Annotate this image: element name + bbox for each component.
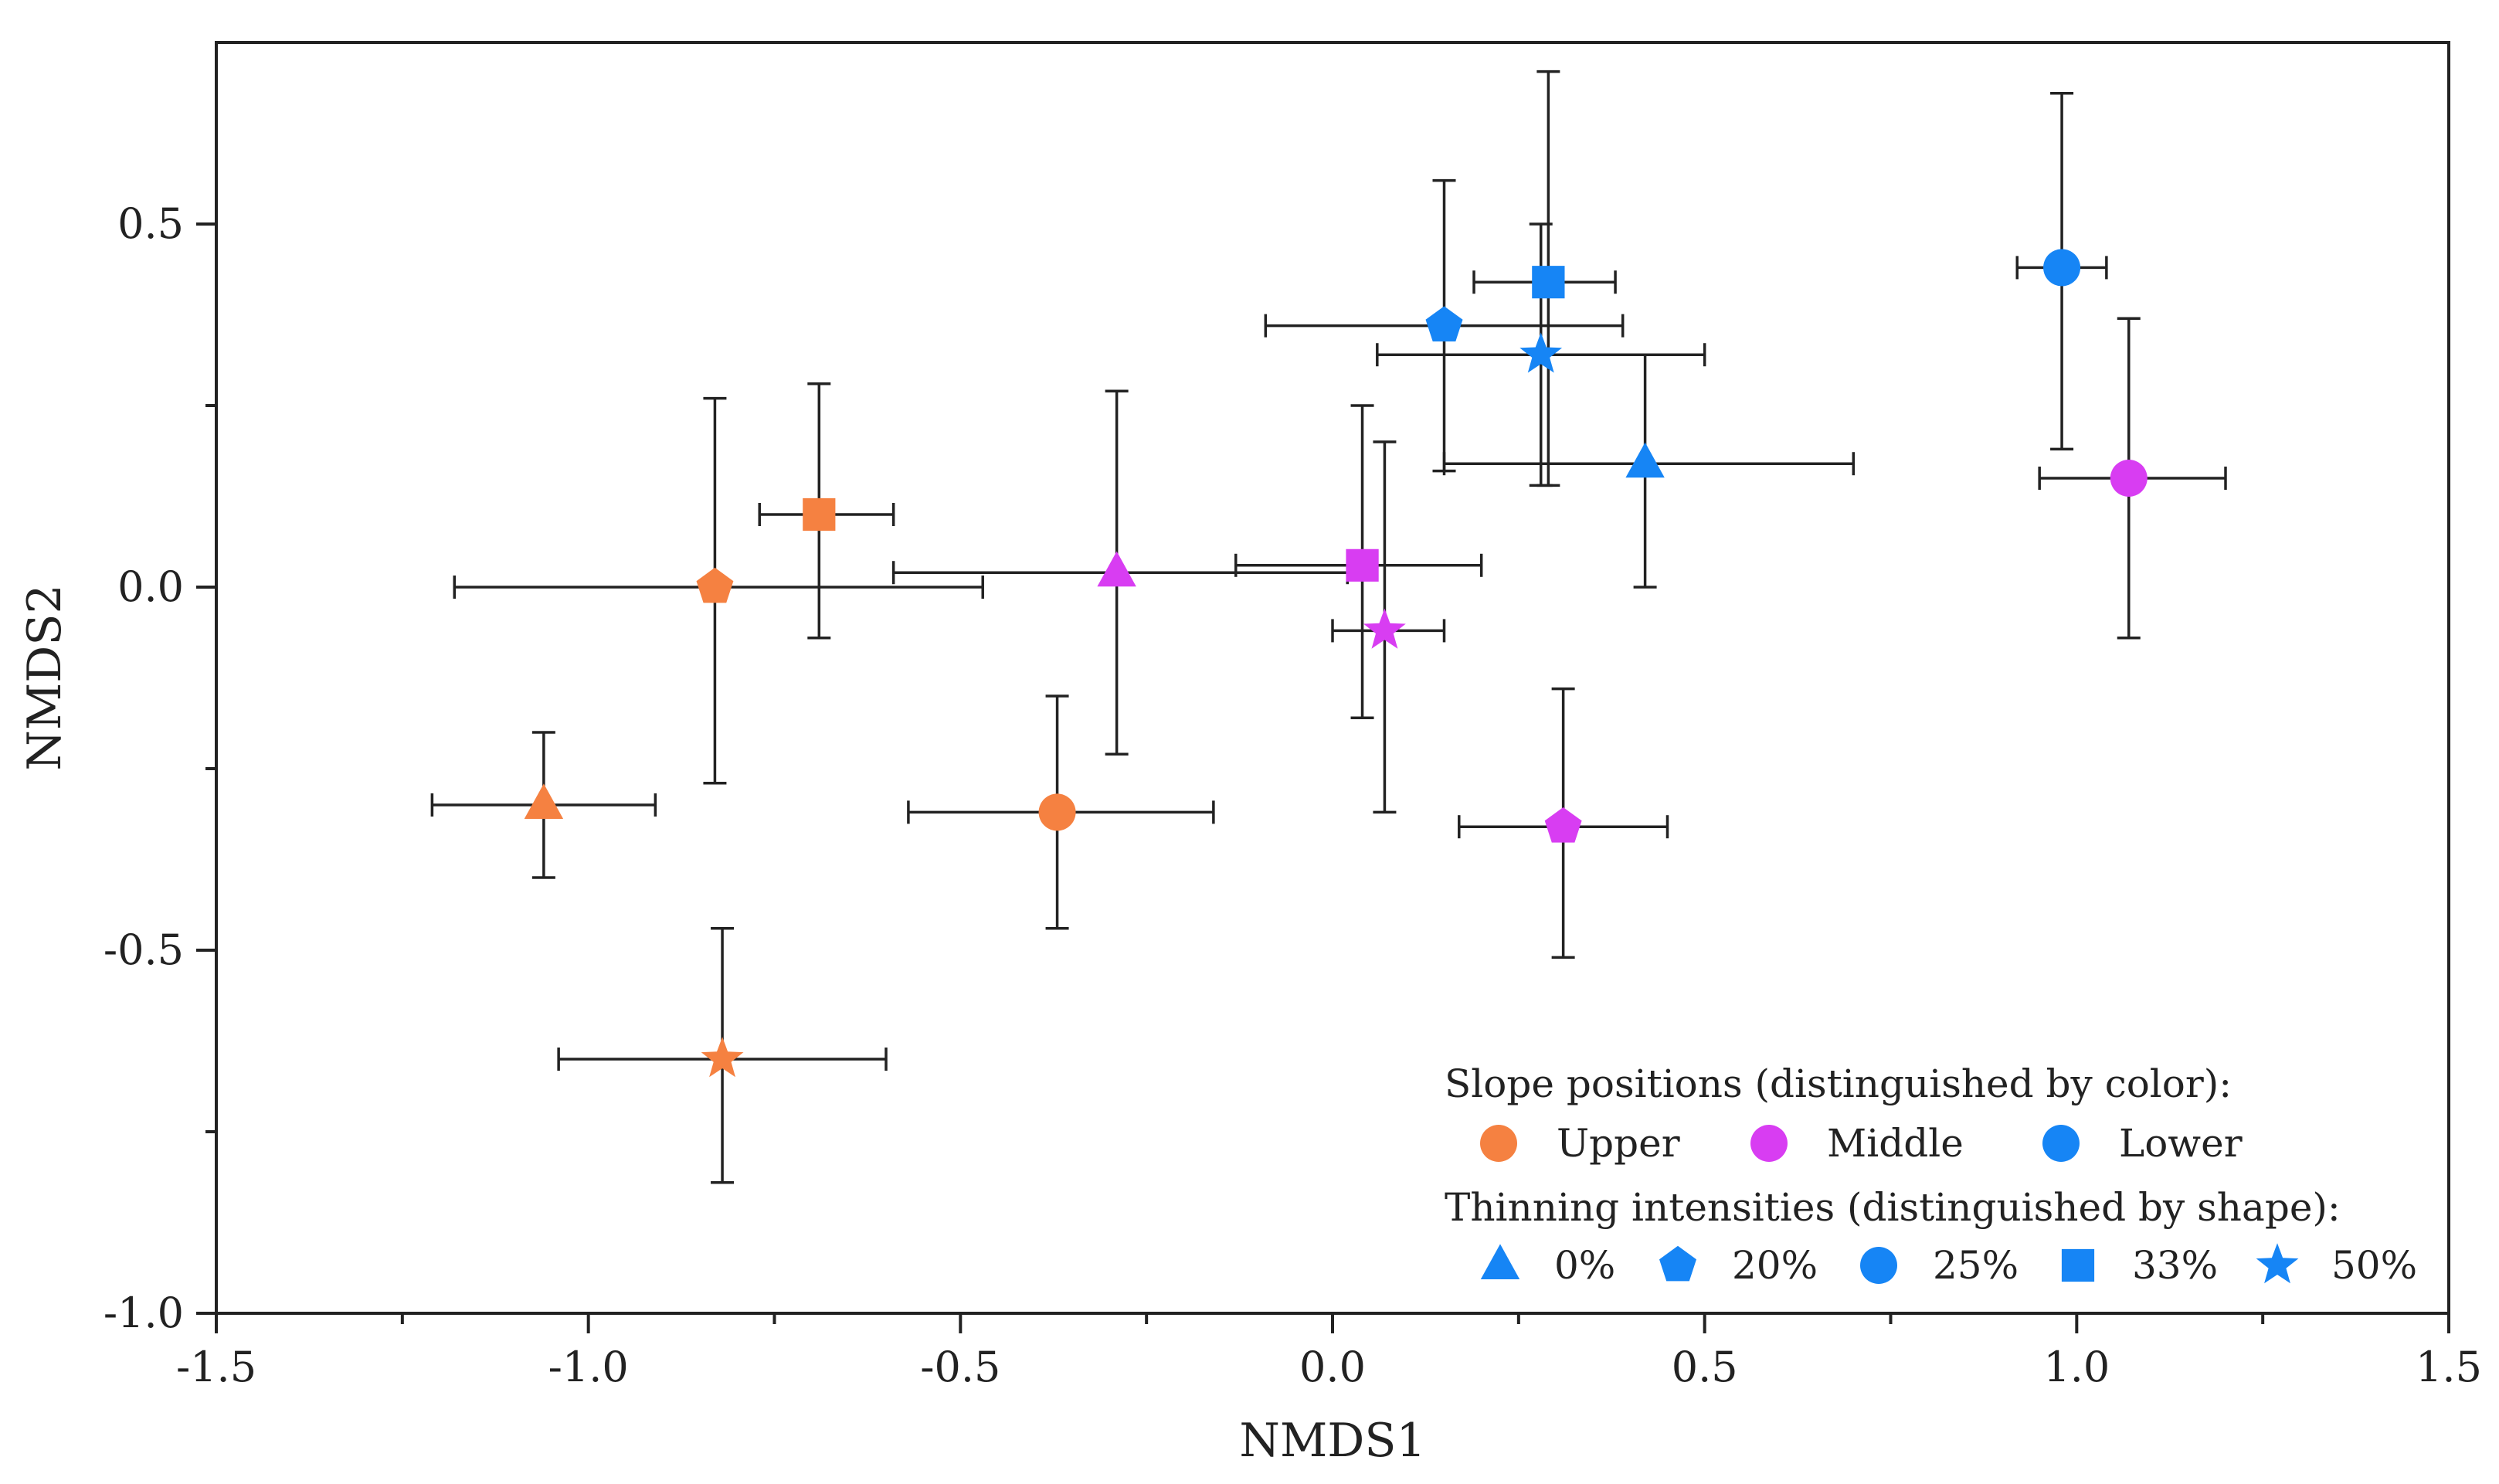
point-upper-0pct-triangle bbox=[524, 783, 564, 819]
axis-ticks: -1.5 -1.0 -0.5 0.0 0.5 1.0 1.5 -1.0 -0.5 0.0 0.5 bbox=[104, 199, 2482, 1391]
legend-star-marker bbox=[2256, 1243, 2299, 1284]
legend-square-marker bbox=[2061, 1248, 2095, 1282]
x-tick-label: 0.0 bbox=[1299, 1343, 1366, 1391]
legend-lower-marker bbox=[2042, 1125, 2080, 1162]
legend-star-label: 50% bbox=[2331, 1243, 2417, 1288]
y-tick-label: -1.0 bbox=[104, 1289, 184, 1337]
point-middle-20pct-pentagon bbox=[1544, 807, 1582, 843]
legend-middle-marker bbox=[1750, 1125, 1788, 1162]
point-lower-33pct-square bbox=[1532, 266, 1565, 299]
point-lower-0pct-triangle bbox=[1625, 442, 1665, 478]
y-tick-label: 0.0 bbox=[117, 562, 184, 611]
error-bars bbox=[430, 70, 2227, 1184]
point-upper-33pct-square bbox=[803, 497, 836, 531]
legend: Slope positions (distinguished by color)… bbox=[1445, 1061, 2417, 1288]
legend-lower-label: Lower bbox=[2119, 1121, 2243, 1166]
legend-middle-label: Middle bbox=[1827, 1121, 1964, 1166]
y-axis-title: NMDS2 bbox=[18, 584, 72, 770]
point-middle-33pct-square bbox=[1346, 548, 1379, 582]
plot-frame bbox=[215, 41, 2450, 1315]
legend-upper-marker bbox=[1480, 1125, 1517, 1162]
point-upper-50pct-star bbox=[701, 1037, 744, 1078]
x-axis-title: NMDS1 bbox=[1239, 1414, 1425, 1468]
legend-circle-marker bbox=[1860, 1247, 1897, 1284]
legend-pentagon-marker bbox=[1659, 1245, 1696, 1282]
legend-circle-label: 25% bbox=[1933, 1243, 2019, 1288]
point-middle-0pct-triangle bbox=[1097, 551, 1136, 587]
x-tick-label: 0.5 bbox=[1672, 1343, 1738, 1391]
point-upper-20pct-pentagon bbox=[696, 567, 734, 603]
legend-triangle-marker bbox=[1480, 1244, 1520, 1279]
y-tick-label: -0.5 bbox=[104, 925, 184, 974]
point-upper-25pct-circle bbox=[1038, 793, 1076, 831]
point-lower-25pct-circle bbox=[2043, 249, 2081, 287]
y-tick-label: 0.5 bbox=[117, 199, 184, 248]
legend-square-label: 33% bbox=[2132, 1243, 2218, 1288]
data-points bbox=[524, 249, 2148, 1078]
legend-color-title: Slope positions (distinguished by color)… bbox=[1445, 1061, 2232, 1106]
legend-shape-title: Thinning intensities (distinguished by s… bbox=[1445, 1185, 2341, 1230]
legend-pentagon-label: 20% bbox=[1732, 1243, 1818, 1288]
x-tick-label: 1.0 bbox=[2043, 1343, 2110, 1391]
x-tick-label: -0.5 bbox=[920, 1343, 1000, 1391]
x-tick-label: -1.5 bbox=[176, 1343, 256, 1391]
x-tick-label: 1.5 bbox=[2416, 1343, 2482, 1391]
point-middle-25pct-circle bbox=[2110, 460, 2148, 497]
legend-upper-label: Upper bbox=[1557, 1121, 1680, 1166]
x-tick-label: -1.0 bbox=[548, 1343, 629, 1391]
point-middle-50pct-star bbox=[1363, 608, 1406, 649]
point-lower-50pct-star bbox=[1519, 332, 1563, 373]
point-lower-20pct-pentagon bbox=[1425, 306, 1463, 341]
legend-triangle-label: 0% bbox=[1554, 1243, 1615, 1288]
